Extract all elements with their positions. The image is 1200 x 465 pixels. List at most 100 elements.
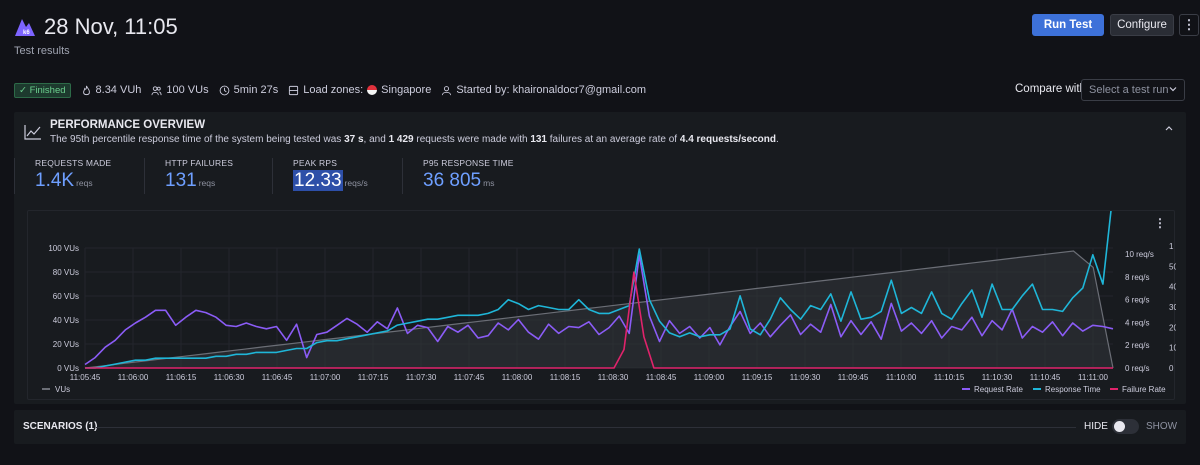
chart-menu-button[interactable]: ⋮ bbox=[1154, 216, 1166, 230]
x-axis-tick-label: 11:05:45 bbox=[70, 373, 101, 382]
performance-chart: ⋮ 0 VUs 20 VUs 40 VUs 60 VUs 80 VUs 100 VUs 0 … bbox=[27, 210, 1176, 400]
y-axis-tick-label: 60 VUs bbox=[53, 292, 79, 301]
chevron-down-icon bbox=[1169, 87, 1177, 92]
x-axis-tick-label: 11:09:00 bbox=[694, 373, 725, 382]
y-axis-right-tick-label: 8 req/s bbox=[1125, 273, 1149, 282]
vus-series-line bbox=[84, 250, 1114, 369]
page-header: k6 28 Nov, 11:05 Test results Run Test C… bbox=[14, 12, 1199, 62]
chevron-up-icon[interactable] bbox=[1164, 124, 1174, 132]
compare-test-run-select[interactable]: Select a test run bbox=[1081, 79, 1185, 101]
x-axis-tick-label: 11:09:45 bbox=[838, 373, 869, 382]
request-rate-series-line bbox=[84, 254, 1114, 366]
x-axis-tick-label: 11:08:30 bbox=[598, 373, 629, 382]
legend-label: Response Time bbox=[1045, 385, 1101, 394]
stat-peak-rps: PEAK RPS 12.33 reqs/s bbox=[272, 158, 368, 194]
more-options-button[interactable]: ⋮ bbox=[1179, 14, 1199, 36]
duration-value: 5min 27s bbox=[233, 84, 279, 96]
x-axis-tick-label: 11:06:00 bbox=[118, 373, 149, 382]
stat-label: HTTP FAILURES bbox=[165, 158, 234, 168]
legend-label: Failure Rate bbox=[1122, 385, 1166, 394]
stat-http-failures: HTTP FAILURES 131 reqs bbox=[144, 158, 233, 194]
x-axis-tick-label: 11:09:15 bbox=[742, 373, 773, 382]
server-icon bbox=[289, 85, 299, 95]
vuh-value: 8.34 VUh bbox=[95, 84, 142, 96]
k6-logo-icon: k6 bbox=[15, 19, 35, 36]
compare-select-placeholder: Select a test run bbox=[1089, 84, 1169, 96]
test-meta-row: ✓ Finished 8.34 VUh 100 VUs 5min 27s Loa… bbox=[14, 82, 646, 98]
y-axis-tick-label: 0 VUs bbox=[57, 364, 79, 373]
y-axis-tick-label: 40 VUs bbox=[53, 316, 79, 325]
x-axis-tick-label: 11:08:45 bbox=[646, 373, 677, 382]
x-axis-tick-label: 11:08:15 bbox=[550, 373, 581, 382]
y-axis-right-tick-label: 6 req/s bbox=[1125, 296, 1149, 305]
x-axis-tick-label: 11:06:30 bbox=[214, 373, 245, 382]
flame-icon bbox=[82, 85, 90, 95]
duration-info: 5min 27s bbox=[219, 84, 279, 96]
legend-label: Request Rate bbox=[974, 385, 1023, 394]
y-axis-right-tick-label: 20 s bbox=[1169, 323, 1176, 332]
stat-value: 131 reqs bbox=[165, 170, 216, 191]
user-icon bbox=[442, 85, 452, 95]
x-axis-tick-label: 11:10:45 bbox=[1030, 373, 1061, 382]
svg-text:k6: k6 bbox=[23, 30, 30, 36]
scenarios-toggle[interactable] bbox=[1112, 419, 1139, 434]
load-zones-label: Load zones: bbox=[303, 84, 364, 96]
page-subtitle: Test results bbox=[14, 45, 70, 57]
y-axis-right-tick-label: 50 s bbox=[1169, 262, 1176, 271]
x-axis-tick-label: 11:09:30 bbox=[790, 373, 821, 382]
x-axis-tick-label: 11:11:00 bbox=[1078, 373, 1109, 382]
run-test-button[interactable]: Run Test bbox=[1032, 14, 1104, 36]
x-axis-tick-label: 11:08:00 bbox=[502, 373, 533, 382]
status-badge: ✓ Finished bbox=[14, 82, 71, 98]
load-zones-info: Load zones: Singapore bbox=[288, 84, 431, 96]
y-axis-tick-label: 20 VUs bbox=[53, 340, 79, 349]
performance-chart-svg: 0 VUs 20 VUs 40 VUs 60 VUs 80 VUs 100 VUs 0 re… bbox=[42, 211, 1176, 394]
stat-label: REQUESTS MADE bbox=[35, 158, 112, 168]
stat-value: 36 805 ms bbox=[423, 170, 495, 191]
y-axis-right-tick-label: 0 ms bbox=[1169, 364, 1176, 373]
singapore-flag-icon bbox=[367, 85, 378, 95]
hide-label: HIDE bbox=[1084, 421, 1108, 432]
performance-summary: The 95th percentile response time of the… bbox=[50, 134, 779, 145]
chart-line-icon bbox=[24, 125, 41, 140]
started-by-value: Started by: khaironaldocr7@gmail.com bbox=[456, 84, 647, 96]
y-axis-right-tick-label: 30 s bbox=[1169, 303, 1176, 312]
vuh-info: 8.34 VUh bbox=[81, 84, 142, 96]
load-zone-value: Singapore bbox=[381, 84, 432, 96]
y-axis-tick-label: 80 VUs bbox=[53, 268, 79, 277]
y-axis-right-tick-label: 0 req/s bbox=[1125, 364, 1149, 373]
y-axis-right-tick-label: 2 req/s bbox=[1125, 341, 1149, 350]
vus-area bbox=[85, 251, 1113, 368]
legend-label: VUs bbox=[55, 385, 70, 394]
vus-info: 100 VUs bbox=[151, 84, 209, 96]
stat-value: 1.4K reqs bbox=[35, 170, 93, 191]
y-axis-right-tick-label: 10 s bbox=[1169, 344, 1176, 353]
stat-p95-response-time: P95 RESPONSE TIME 36 805 ms bbox=[402, 158, 514, 194]
scenarios-label: SCENARIOS (1) bbox=[23, 421, 98, 432]
started-by-info: Started by: khaironaldocr7@gmail.com bbox=[441, 84, 646, 96]
x-axis-tick-label: 11:07:00 bbox=[310, 373, 341, 382]
y-axis-tick-label: 100 VUs bbox=[48, 244, 79, 253]
show-label: SHOW bbox=[1146, 421, 1178, 432]
x-axis-tick-label: 11:10:00 bbox=[886, 373, 917, 382]
y-axis-right-tick-label: 4 req/s bbox=[1125, 318, 1149, 327]
configure-button[interactable]: Configure bbox=[1110, 14, 1174, 36]
clock-icon bbox=[219, 85, 229, 95]
failure-rate-series-line bbox=[85, 271, 1113, 369]
performance-overview-panel: PERFORMANCE OVERVIEW The 95th percentile… bbox=[14, 112, 1186, 404]
y-axis-right-tick-label: 40 s bbox=[1169, 283, 1176, 292]
x-axis-tick-label: 11:07:30 bbox=[406, 373, 437, 382]
x-axis-tick-label: 11:10:15 bbox=[934, 373, 965, 382]
stat-label: P95 RESPONSE TIME bbox=[423, 158, 514, 168]
stat-value: 12.33 reqs/s bbox=[293, 170, 368, 191]
x-axis-tick-label: 11:07:15 bbox=[358, 373, 389, 382]
x-axis-tick-label: 11:06:15 bbox=[166, 373, 197, 382]
compare-label: Compare with bbox=[1015, 83, 1086, 95]
page-title: 28 Nov, 11:05 bbox=[44, 14, 178, 39]
vus-value: 100 VUs bbox=[166, 84, 209, 96]
y-axis-right-tick-label: 1 min bbox=[1169, 242, 1176, 251]
divider bbox=[96, 427, 1076, 428]
users-icon bbox=[151, 85, 162, 95]
x-axis-tick-label: 11:10:30 bbox=[982, 373, 1013, 382]
x-axis-tick-label: 11:06:45 bbox=[262, 373, 293, 382]
